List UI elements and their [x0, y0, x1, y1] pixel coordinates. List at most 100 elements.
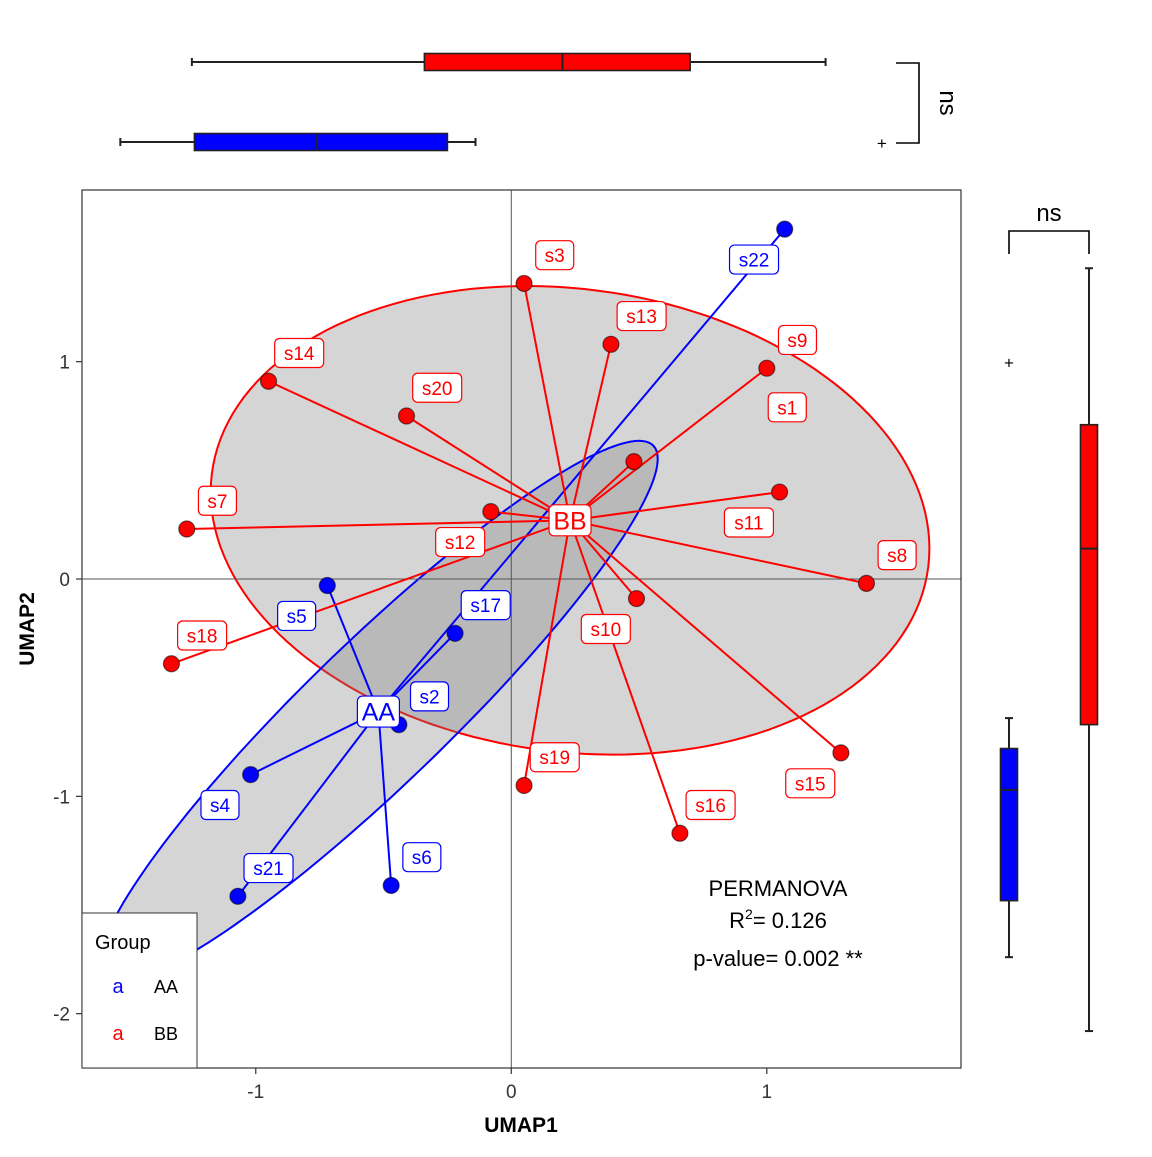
legend-key-aa: a	[112, 976, 124, 998]
point-s11	[770, 483, 789, 501]
permanova-annotation: PERMANOVA R2= 0.126 p-value= 0.002 **	[693, 876, 863, 971]
point-s1	[625, 453, 643, 471]
label-box-s22	[728, 244, 780, 275]
x-tick-label-1: 1	[762, 1082, 773, 1103]
sample-label-s10: s10	[591, 620, 622, 641]
sample-label-s14: s14	[284, 344, 315, 365]
point-s9	[758, 359, 776, 377]
label-box-s8	[877, 540, 917, 571]
point-s19	[515, 776, 533, 795]
segment-s3	[523, 283, 572, 521]
point-s4	[242, 766, 260, 784]
point-s21	[229, 887, 247, 905]
sample-label-s18: s18	[187, 627, 218, 648]
label-box-s15	[785, 768, 836, 799]
point-s22	[776, 220, 794, 238]
point-s15	[832, 744, 850, 762]
point-s12	[482, 503, 500, 521]
sample-label-s17: s17	[470, 596, 501, 617]
sample-label-s2: s2	[419, 687, 439, 708]
label-box-s18	[176, 620, 228, 651]
top-box-aa	[193, 132, 449, 152]
label-box-s16	[685, 789, 736, 821]
legend-label-bb: BB	[154, 1024, 178, 1044]
right-outlier-aa-0: +	[1004, 354, 1014, 373]
label-box-s11	[723, 507, 775, 538]
x-tick-label--1: -1	[247, 1082, 264, 1103]
segment-s7	[186, 519, 571, 531]
segment-s18	[171, 519, 571, 665]
sample-label-s16: s16	[695, 796, 726, 817]
point-s5	[318, 576, 336, 595]
right-significance-label: ns	[1036, 200, 1061, 227]
legend: Group a AA a BB	[81, 912, 198, 1069]
centroid-box-aa	[356, 695, 401, 728]
x-tick-label-0: 0	[506, 1082, 517, 1103]
r2-superscript: 2	[745, 906, 753, 922]
sample-label-s20: s20	[422, 379, 453, 400]
sample-label-s11: s11	[734, 514, 763, 535]
point-s20	[397, 407, 416, 425]
segment-s6	[377, 711, 393, 886]
label-box-s21	[243, 852, 294, 884]
segment-s8	[569, 519, 867, 585]
sample-label-s5: s5	[287, 607, 307, 628]
label-box-s5	[277, 600, 317, 632]
r2-prefix: R	[729, 908, 745, 933]
label-box-s13	[616, 300, 667, 332]
sample-label-s4: s4	[210, 796, 231, 817]
top-box-bb	[423, 52, 691, 72]
legend-box	[81, 912, 198, 1069]
sample-label-s15: s15	[795, 774, 826, 795]
legend-key-bb: a	[112, 1023, 124, 1045]
segment-s5	[326, 585, 380, 712]
sample-label-s21: s21	[253, 859, 284, 880]
right-marginal-boxplot: ns +	[999, 200, 1099, 1033]
label-box-s2	[409, 681, 450, 712]
top-significance-bracket	[896, 62, 920, 144]
centroid-label-bb: BB	[553, 507, 586, 535]
legend-label-aa: AA	[154, 977, 178, 997]
label-box-s4	[200, 789, 240, 821]
segment-s20	[405, 415, 571, 522]
sample-label-s12: s12	[445, 533, 476, 554]
label-box-s7	[197, 485, 238, 516]
y-tick-label-0: 0	[59, 570, 70, 591]
label-box-s10	[580, 613, 631, 645]
label-box-s20	[412, 372, 463, 403]
segment-s13	[569, 344, 612, 521]
sample-label-s13: s13	[626, 307, 657, 328]
x-axis-title: UMAP1	[484, 1114, 558, 1137]
top-significance-label: ns	[934, 90, 961, 115]
label-box-s3	[535, 240, 575, 271]
point-s3	[515, 274, 533, 293]
label-box-s17	[460, 589, 511, 621]
segment-s16	[569, 520, 681, 834]
segment-s9	[569, 367, 768, 522]
point-s6	[382, 876, 400, 895]
sample-label-s22: s22	[739, 251, 770, 272]
right-significance-bracket	[1008, 230, 1090, 254]
right-box-bb	[1079, 423, 1099, 726]
top-outlier-aa-0: +	[877, 134, 887, 153]
sample-label-s19: s19	[539, 748, 570, 769]
point-s7	[178, 520, 196, 538]
permanova-r2: R2= 0.126	[729, 906, 827, 933]
segment-s14	[268, 380, 571, 522]
sample-label-s8: s8	[887, 546, 907, 567]
segment-s19	[523, 520, 572, 786]
point-s17	[446, 624, 464, 642]
point-s8	[857, 574, 876, 592]
label-box-s14	[274, 337, 325, 369]
y-tick-label-1: 1	[59, 353, 70, 374]
top-marginal-boxplot: ns +	[119, 52, 961, 153]
centroid-label-aa: AA	[362, 699, 396, 727]
right-box-aa	[999, 747, 1019, 902]
y-axis-title: UMAP2	[16, 592, 39, 666]
point-s13	[602, 335, 620, 353]
label-box-s19	[529, 742, 580, 773]
r2-value: = 0.126	[753, 908, 827, 933]
sample-label-s1: s1	[777, 398, 797, 419]
